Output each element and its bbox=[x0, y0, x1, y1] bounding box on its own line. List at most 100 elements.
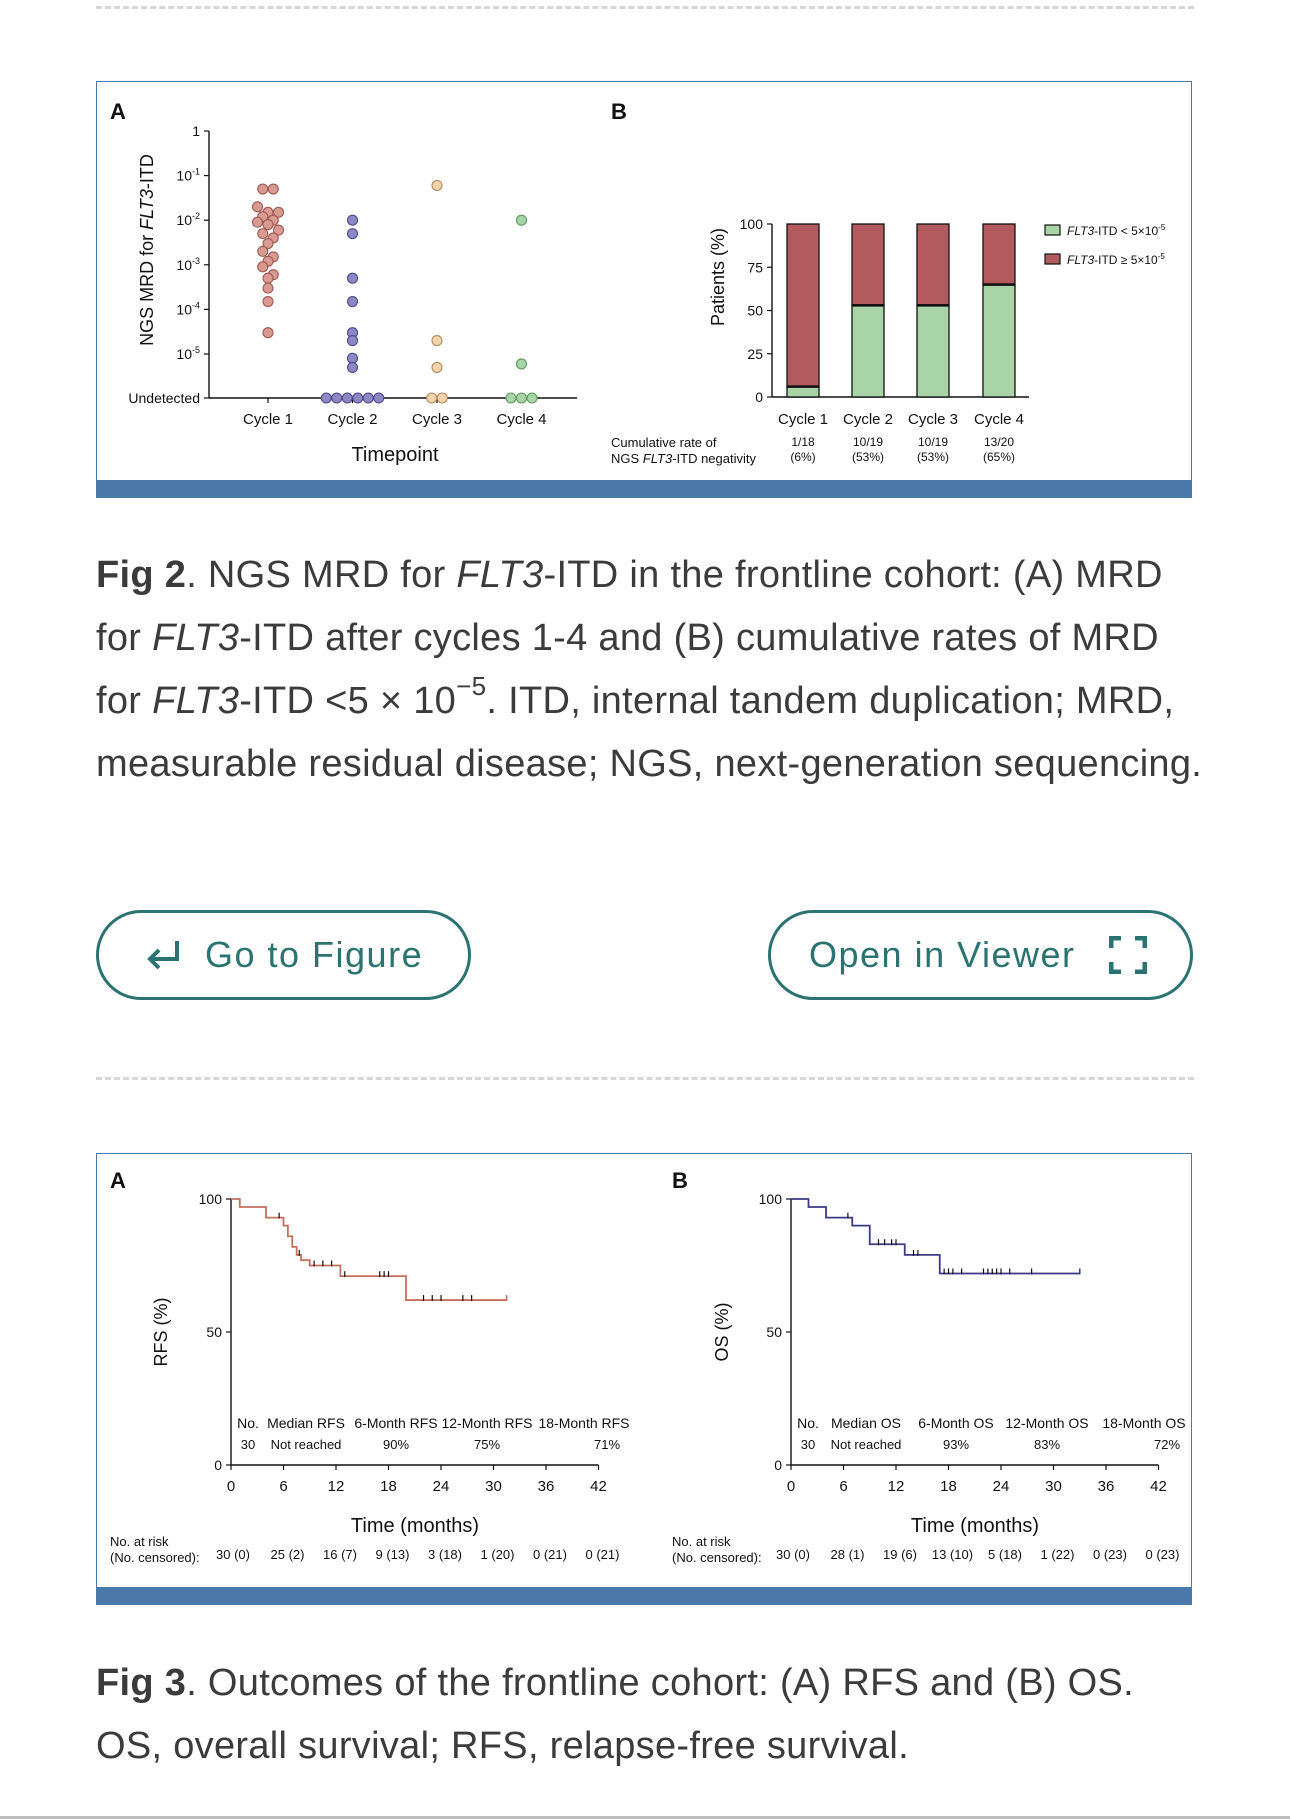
km-a-x-axis-label: Time (months) bbox=[351, 1515, 479, 1537]
km-a-plot: 0 50 100 0 6 12 18 24 30 36 42 No. Median RFS 6-Month… bbox=[199, 1191, 630, 1562]
km-risk-value: 0 (23) bbox=[1146, 1547, 1180, 1562]
panel-a-x-axis-label: Timepoint bbox=[351, 444, 439, 466]
panel-b-legend: FLT3-ITD < 5×10-5 FLT3-ITD ≥ 5×10-5 bbox=[1044, 223, 1166, 267]
km-table-header: 18-Month OS bbox=[1102, 1415, 1185, 1431]
km-table-value: Not reached bbox=[831, 1437, 902, 1452]
bar-flt3-itd-negative bbox=[982, 283, 1016, 398]
go-to-figure-label: Go to Figure bbox=[205, 934, 424, 975]
km-risk-value: 3 (18) bbox=[428, 1547, 462, 1562]
panel-b-y-tick-label: 0 bbox=[755, 389, 763, 405]
bar-flt3-itd-positive bbox=[786, 223, 820, 388]
panel-b-bars bbox=[786, 223, 1016, 398]
panel-b-y-tick-label: 50 bbox=[747, 303, 763, 319]
km-x-tick-label: 12 bbox=[328, 1478, 345, 1495]
figure-3-bottom-bar bbox=[97, 1587, 1191, 1604]
panel-b-x-tick-label: Cycle 3 bbox=[908, 411, 958, 428]
mrd-point-cycle-1 bbox=[262, 218, 274, 231]
mrd-point-cycle-1 bbox=[262, 272, 274, 284]
km-risk-value: 30 (0) bbox=[776, 1547, 810, 1562]
km-y-tick-label: 50 bbox=[766, 1324, 782, 1340]
cumulative-rate-percent: (53%) bbox=[917, 450, 949, 464]
km-x-tick-label: 0 bbox=[227, 1478, 235, 1495]
km-table-header: 6-Month RFS bbox=[354, 1415, 437, 1431]
km-table-header: No. bbox=[237, 1415, 259, 1431]
mrd-point-cycle-2 bbox=[346, 352, 359, 364]
panel-b-x-tick-label: Cycle 1 bbox=[778, 411, 828, 428]
divider-top bbox=[96, 6, 1194, 9]
km-risk-value: 0 (21) bbox=[533, 1547, 567, 1562]
panel-a-x-tick-label: Cycle 4 bbox=[496, 411, 546, 428]
km-x-tick-label: 42 bbox=[1150, 1478, 1167, 1495]
km-risk-value: 30 (0) bbox=[216, 1547, 250, 1562]
km-table-value: 30 bbox=[801, 1437, 815, 1452]
km-x-tick-label: 6 bbox=[839, 1478, 847, 1495]
panel-b-y-tick-label: 75 bbox=[747, 259, 763, 275]
figure-3-image[interactable]: A RFS (%) 0 50 100 0 6 12 18 24 30 36 42 No. Median … bbox=[96, 1153, 1192, 1605]
panel-a-y-ticks: 1 10-1 10-2 10-3 10-4 10-5 Undetected bbox=[128, 123, 209, 406]
panel-a-y-tick-label: 10-4 bbox=[176, 300, 200, 317]
mrd-point-cycle-2 bbox=[346, 214, 359, 226]
mrd-point-cycle-3 bbox=[431, 335, 443, 347]
panel-a-points bbox=[251, 179, 538, 404]
panel-a-y-tick-label: 10-3 bbox=[176, 256, 200, 273]
open-in-viewer-button[interactable]: Open in Viewer bbox=[768, 910, 1193, 1000]
km-table-value: 90% bbox=[383, 1437, 409, 1452]
km-a-risk-label-2: (No. censored): bbox=[110, 1550, 200, 1565]
cumulative-rate-percent: (53%) bbox=[852, 450, 884, 464]
cumulative-rate-label-2: NGS FLT3-ITD negativity bbox=[611, 451, 756, 466]
mrd-point-cycle-2 bbox=[346, 361, 359, 373]
mrd-point-cycle-2 bbox=[346, 335, 359, 347]
mrd-point-cycle-1 bbox=[257, 261, 269, 273]
divider-middle bbox=[96, 1077, 1194, 1080]
km-survival-curve bbox=[231, 1198, 507, 1301]
km-x-tick-label: 42 bbox=[590, 1478, 607, 1495]
km-risk-value: 0 (23) bbox=[1093, 1547, 1127, 1562]
km-b-plot: 0 50 100 0 6 12 18 24 30 36 42 No. Median OS 6-Month … bbox=[759, 1191, 1186, 1562]
panel-a-x-tick-label: Cycle 1 bbox=[243, 411, 293, 428]
cumulative-rate-count: 13/20 bbox=[984, 435, 1014, 449]
legend-swatch bbox=[1044, 253, 1061, 265]
mrd-point-cycle-1 bbox=[267, 183, 279, 195]
mrd-point-cycle-1 bbox=[272, 224, 285, 236]
km-y-tick-label: 0 bbox=[214, 1457, 222, 1473]
km-table-value: 93% bbox=[943, 1437, 969, 1452]
km-risk-value: 13 (10) bbox=[932, 1547, 973, 1562]
figure-2-caption: Fig 2. NGS MRD for FLT3-ITD in the front… bbox=[96, 554, 1203, 785]
return-arrow-icon bbox=[143, 937, 183, 973]
mrd-point-cycle-3 bbox=[431, 361, 443, 373]
panel-a-label: A bbox=[110, 99, 126, 124]
panel-b-x-tick-label: Cycle 2 bbox=[843, 411, 893, 428]
cumulative-rate-percent: (6%) bbox=[790, 450, 815, 464]
km-risk-value: 28 (1) bbox=[831, 1547, 865, 1562]
mrd-point-cycle-3 bbox=[431, 179, 443, 192]
figure-2-bottom-bar bbox=[97, 480, 1191, 497]
km-b-label: B bbox=[672, 1168, 688, 1193]
cumulative-rate-count: 10/19 bbox=[853, 435, 883, 449]
legend-swatch bbox=[1044, 224, 1061, 236]
km-table-value: 71% bbox=[594, 1437, 620, 1452]
km-table-value: 72% bbox=[1154, 1437, 1180, 1452]
km-x-tick-label: 6 bbox=[279, 1478, 287, 1495]
km-table-value: Not reached bbox=[271, 1437, 342, 1452]
mrd-point-cycle-4 bbox=[515, 214, 528, 226]
go-to-figure-button[interactable]: Go to Figure bbox=[96, 910, 471, 1000]
mrd-point-cycle-4 bbox=[526, 392, 538, 404]
km-table-header: 12-Month RFS bbox=[441, 1415, 532, 1431]
km-table-value: 75% bbox=[474, 1437, 500, 1452]
km-x-tick-label: 0 bbox=[787, 1478, 795, 1495]
figure-2-image[interactable]: A NGS MRD for FLT3-ITD 1 10-1 10-2 10-3 10-4… bbox=[96, 81, 1192, 498]
cumulative-rate-percent: (65%) bbox=[983, 450, 1015, 464]
panel-a-x-tick-label: Cycle 3 bbox=[412, 411, 462, 428]
mrd-point-cycle-1 bbox=[262, 327, 274, 339]
bar-flt3-itd-positive bbox=[982, 223, 1016, 286]
km-table-value: 83% bbox=[1034, 1437, 1060, 1452]
bar-flt3-itd-negative bbox=[916, 304, 950, 398]
legend-label: FLT3-ITD ≥ 5×10-5 bbox=[1067, 252, 1165, 267]
mrd-point-cycle-4 bbox=[515, 392, 528, 404]
km-x-tick-label: 30 bbox=[1045, 1478, 1062, 1495]
mrd-point-cycle-4 bbox=[505, 392, 517, 404]
km-risk-value: 25 (2) bbox=[271, 1547, 305, 1562]
mrd-point-cycle-1 bbox=[257, 183, 269, 195]
bar-flt3-itd-negative bbox=[786, 385, 820, 398]
mrd-point-cycle-2 bbox=[341, 392, 353, 404]
